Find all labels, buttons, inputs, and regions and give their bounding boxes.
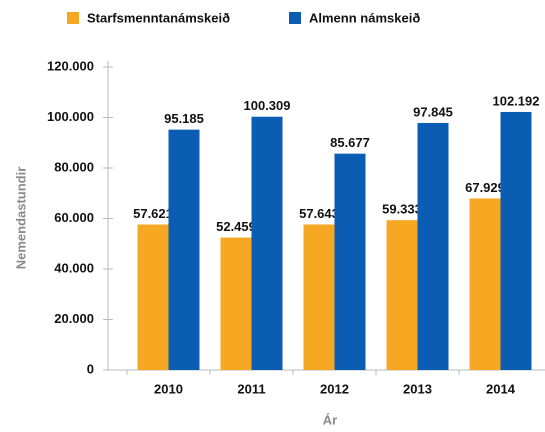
legend-swatch	[67, 12, 79, 24]
value-label: 97.845	[413, 104, 453, 119]
bar	[168, 129, 200, 370]
value-label: 59.333	[382, 202, 422, 217]
bar	[386, 220, 418, 370]
y-axis-title: Nemendastundir	[13, 167, 28, 270]
x-tick-label: 2010	[154, 381, 183, 396]
bar	[303, 224, 335, 370]
x-tick-label: 2011	[237, 381, 265, 396]
value-label: 57.621	[133, 206, 173, 221]
legend-label: Starfsmenntanámskeið	[87, 10, 230, 25]
y-tick-label: 120.000	[47, 58, 94, 73]
x-axis-title: Ár	[323, 412, 337, 427]
bar	[251, 116, 283, 370]
y-tick-label: 60.000	[54, 210, 94, 225]
value-label: 85.677	[330, 135, 370, 150]
x-tick-label: 2014	[486, 381, 516, 396]
y-tick-label: 40.000	[54, 260, 94, 275]
value-label: 57.643	[299, 206, 339, 221]
value-label: 67.929	[465, 180, 505, 195]
bar	[220, 237, 252, 370]
x-tick-label: 2012	[320, 381, 349, 396]
value-label: 95.185	[164, 111, 204, 126]
bar	[137, 224, 169, 370]
bar	[469, 198, 501, 370]
value-label: 52.459	[216, 219, 256, 234]
legend-label: Almenn námskeið	[309, 10, 420, 25]
legend-swatch	[289, 12, 301, 24]
bar	[334, 153, 366, 370]
y-tick-label: 20.000	[54, 311, 94, 326]
y-tick-label: 100.000	[47, 109, 94, 124]
y-tick-label: 0	[87, 361, 94, 376]
x-tick-label: 2013	[403, 381, 432, 396]
value-label: 100.309	[244, 98, 291, 113]
value-label: 102.192	[493, 93, 540, 108]
bar	[417, 122, 449, 370]
bar	[500, 111, 532, 370]
y-tick-label: 80.000	[54, 159, 94, 174]
